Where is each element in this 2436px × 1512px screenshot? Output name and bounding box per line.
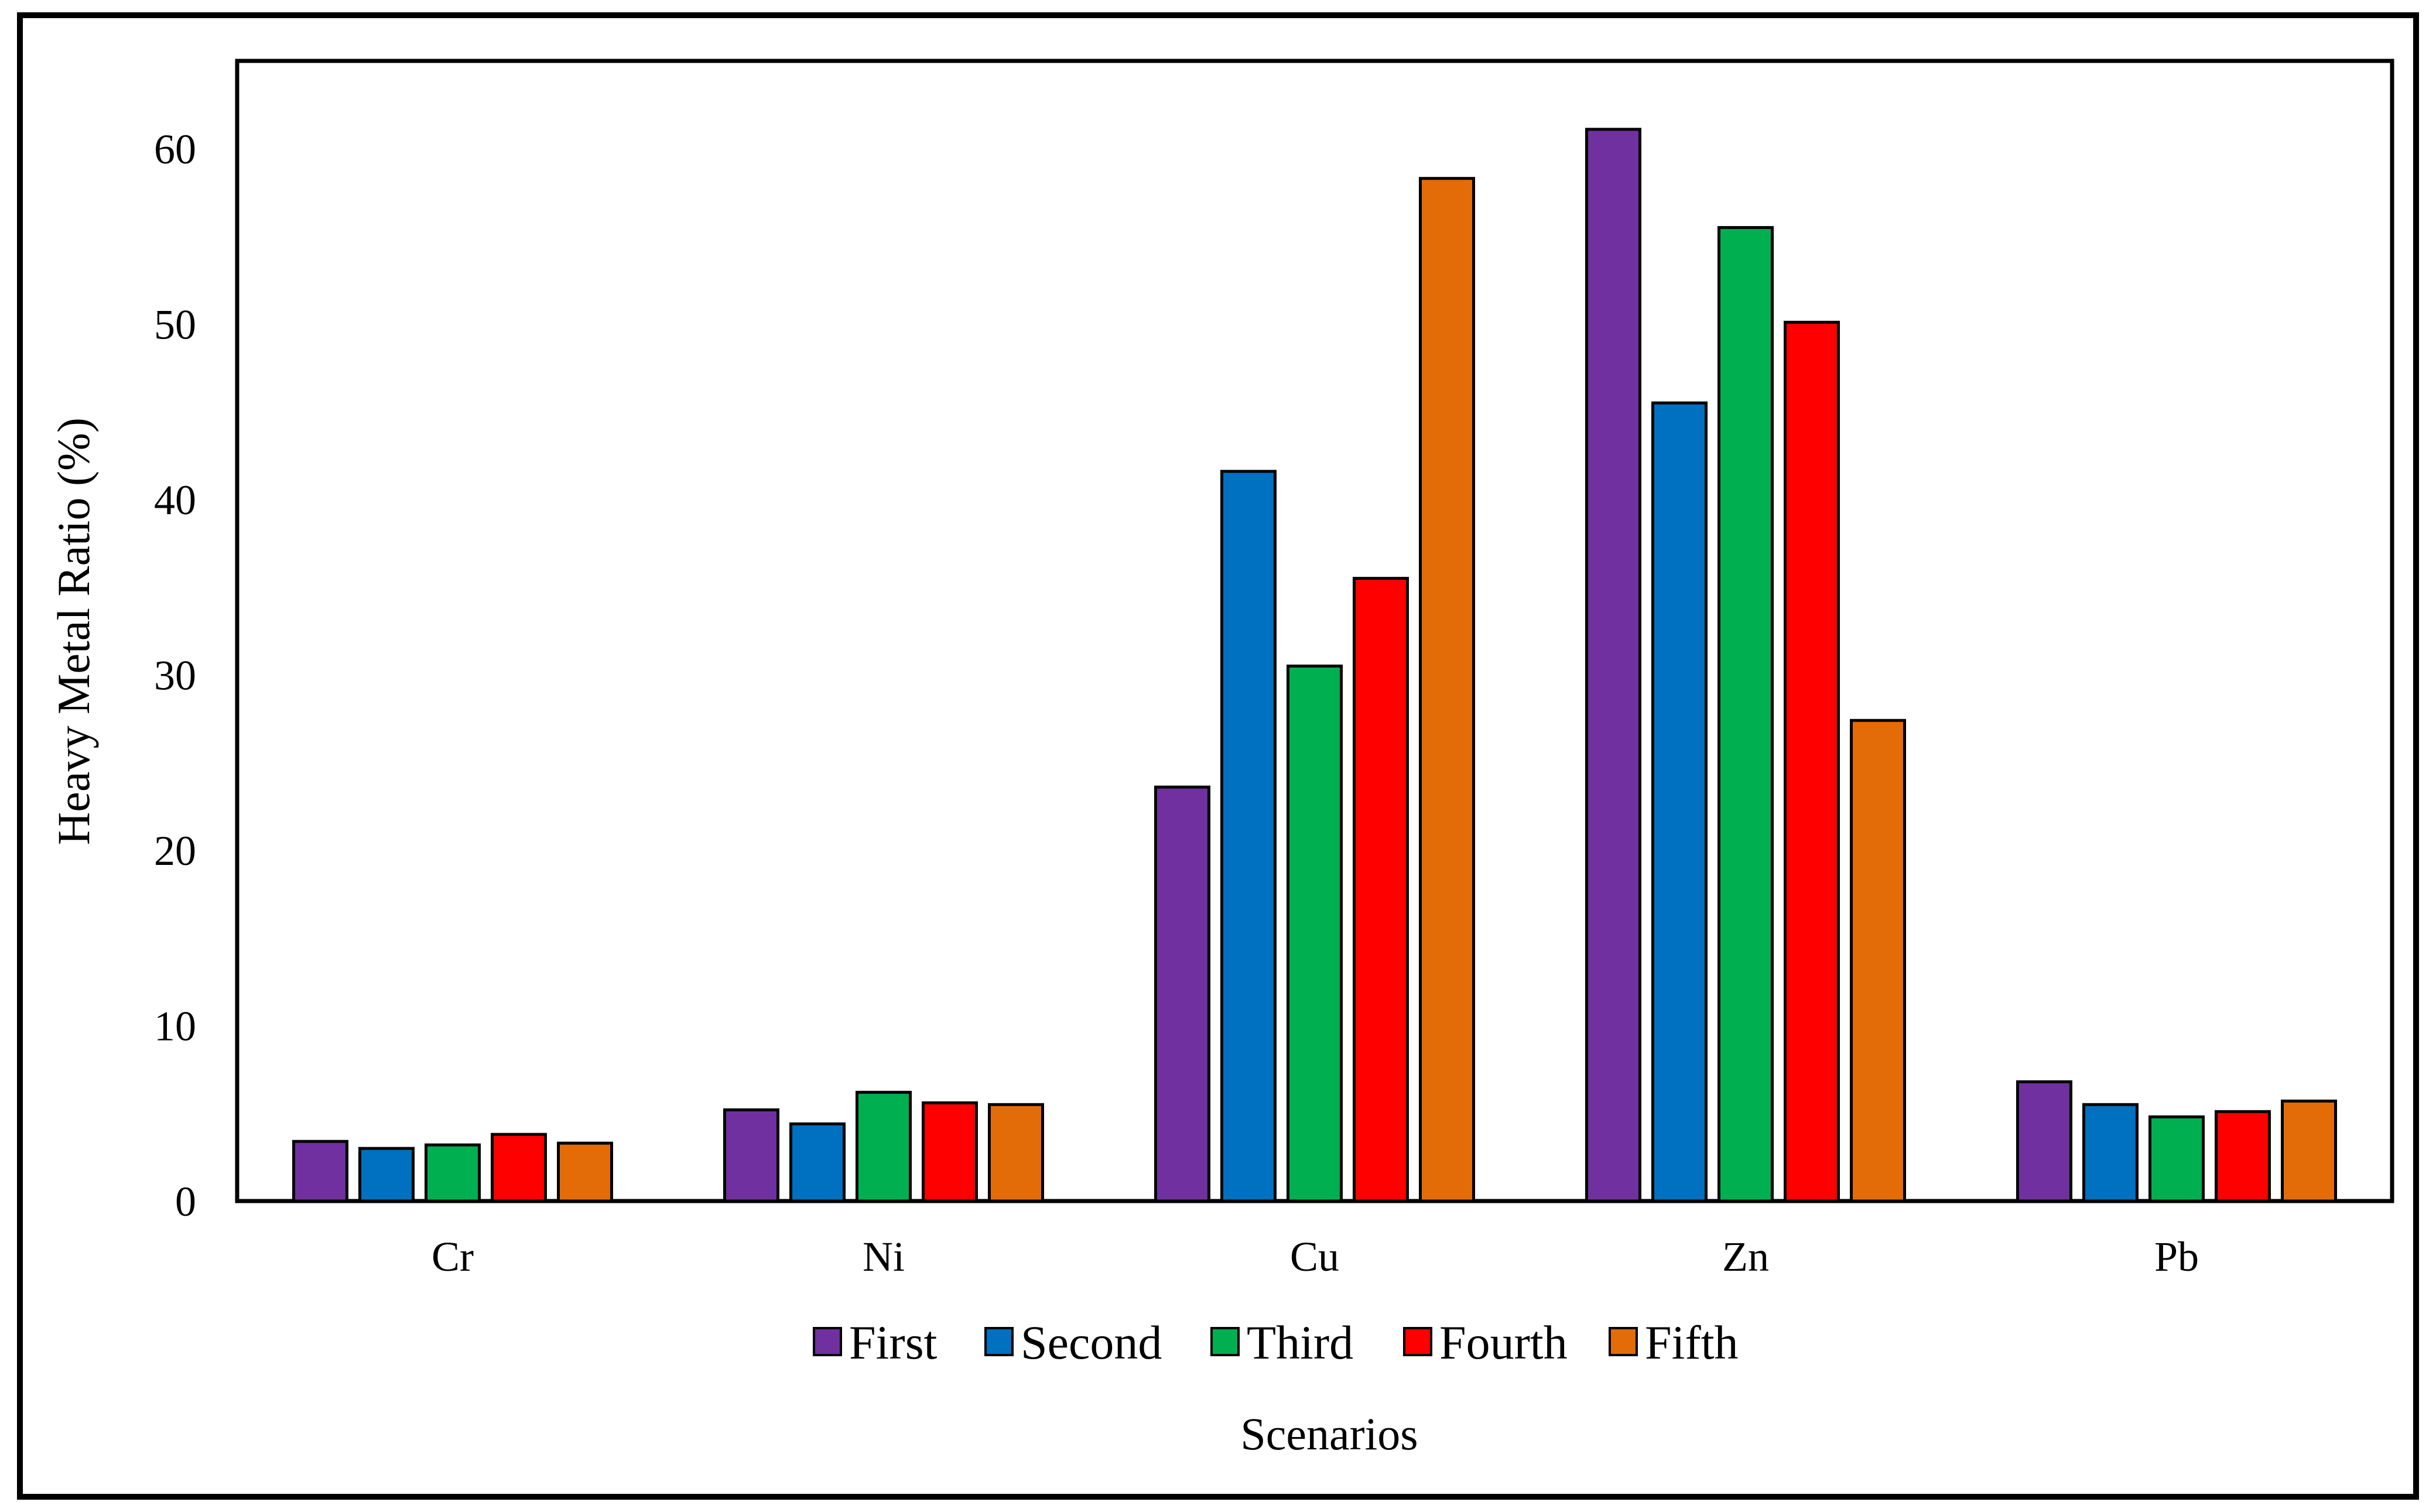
y-tick-label: 10	[154, 1003, 196, 1049]
bar-pb-fourth	[2215, 1110, 2271, 1203]
x-tick-label: Cu	[1290, 1233, 1339, 1280]
bar-cr-third	[425, 1143, 481, 1203]
bar-cu-fourth	[1353, 577, 1409, 1203]
bar-cr-second	[358, 1147, 415, 1203]
legend-swatch-third	[1210, 1327, 1240, 1356]
bar-cu-first	[1154, 785, 1210, 1203]
legend-swatch-fourth	[1403, 1327, 1432, 1356]
y-tick-label: 30	[154, 652, 196, 699]
legend-label-second: Second	[1021, 1316, 1162, 1369]
y-tick-label: 40	[154, 477, 196, 524]
bar-pb-fifth	[2281, 1099, 2337, 1203]
bar-pb-second	[2082, 1103, 2139, 1203]
bar-zn-second	[1651, 401, 1708, 1203]
bar-cu-third	[1287, 664, 1343, 1203]
bar-cr-fourth	[491, 1133, 547, 1203]
bar-cu-fifth	[1419, 177, 1475, 1203]
y-tick-label: 60	[154, 126, 196, 173]
y-tick-label: 50	[154, 301, 196, 348]
x-tick-label: Pb	[2154, 1233, 2199, 1280]
bar-ni-second	[789, 1122, 846, 1203]
bar-ni-third	[856, 1090, 912, 1203]
bar-ni-fourth	[922, 1101, 978, 1203]
bar-ni-fifth	[988, 1103, 1044, 1203]
legend-swatch-first	[813, 1327, 842, 1356]
x-tick-label: Cr	[432, 1233, 474, 1280]
bar-cu-second	[1220, 470, 1277, 1203]
bar-zn-fourth	[1784, 320, 1840, 1203]
y-tick-label: 20	[154, 827, 196, 874]
bar-zn-third	[1717, 226, 1774, 1203]
x-tick-label: Ni	[863, 1233, 905, 1280]
bar-pb-first	[2016, 1080, 2072, 1203]
x-axis-title: Scenarios	[1240, 1408, 1418, 1459]
bar-zn-fifth	[1850, 719, 1906, 1203]
legend-label-fourth: Fourth	[1439, 1316, 1568, 1369]
y-axis-title: Heavy Metal Ratio (%)	[48, 418, 99, 845]
legend-swatch-second	[984, 1327, 1014, 1356]
y-tick-label: 0	[175, 1178, 196, 1225]
legend: First Second Third Fourth Fifth	[813, 1316, 1738, 1369]
y-axis-ticks: 0 10 20 30 40 50 60	[154, 126, 196, 1225]
legend-label-first: First	[849, 1316, 938, 1369]
bar-ni-first	[723, 1108, 779, 1203]
bars-group	[292, 128, 2337, 1203]
x-tick-label: Zn	[1722, 1233, 1769, 1280]
legend-label-third: Third	[1247, 1316, 1353, 1369]
legend-label-fifth: Fifth	[1645, 1316, 1738, 1369]
bar-cr-fifth	[557, 1141, 613, 1203]
x-axis-ticks: Cr Ni Cu Zn Pb	[432, 1233, 2199, 1280]
bar-zn-first	[1585, 128, 1641, 1203]
bar-cr-first	[292, 1140, 348, 1203]
legend-swatch-fifth	[1609, 1327, 1638, 1356]
bar-pb-third	[2148, 1115, 2205, 1203]
